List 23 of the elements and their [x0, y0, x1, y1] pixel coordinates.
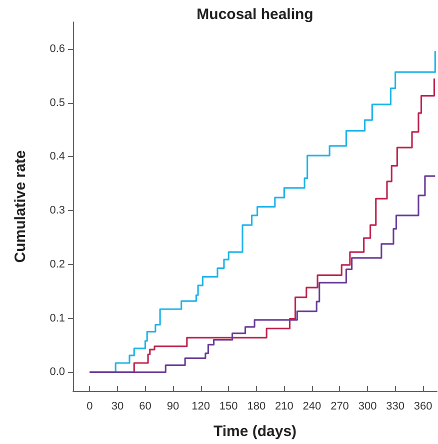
- y-tick-label: 0.3: [50, 204, 65, 217]
- x-tick-label: 300: [358, 400, 377, 412]
- x-tick-label: 0: [86, 400, 93, 412]
- x-tick-label: 180: [247, 400, 266, 412]
- y-tick-label: 0.1: [50, 312, 65, 324]
- chart-title: Mucosal healing: [196, 6, 314, 23]
- y-tick-label: 0.4: [50, 150, 65, 163]
- y-tick-label: 0.6: [50, 42, 65, 55]
- x-tick-label: 90: [166, 400, 180, 412]
- x-tick-label: 330: [386, 400, 404, 412]
- x-tick-label: 120: [192, 400, 210, 412]
- x-axis-title: Time (days): [213, 423, 297, 440]
- x-tick-label: 210: [274, 400, 294, 412]
- y-axis-title: Cumulative rate: [12, 150, 29, 263]
- x-tick-label: 270: [330, 400, 349, 412]
- y-tick-label: 0.2: [50, 258, 65, 270]
- y-tick-label: 0.0: [50, 366, 65, 378]
- x-tick-label: 360: [414, 400, 432, 412]
- x-tick-label: 150: [219, 400, 238, 412]
- x-tick-label: 30: [111, 400, 124, 412]
- y-tick-label: 0.5: [50, 96, 65, 109]
- x-tick-label: 240: [302, 400, 322, 412]
- x-tick-label: 60: [139, 400, 152, 412]
